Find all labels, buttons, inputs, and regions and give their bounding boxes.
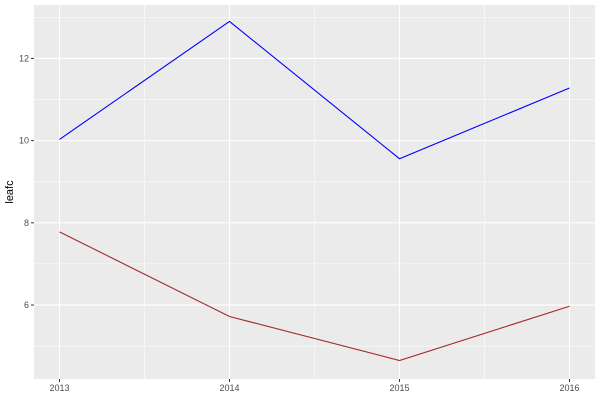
x-tick-label: 2013 bbox=[49, 383, 69, 393]
series-lines bbox=[59, 20, 570, 362]
grid-minor bbox=[34, 5, 595, 379]
y-tick-label: 6 bbox=[24, 300, 29, 310]
series-line-1 bbox=[59, 20, 570, 160]
y-axis: 6 8 10 12 bbox=[19, 53, 34, 310]
y-axis-label: leafc bbox=[4, 180, 16, 204]
x-tick-label: 2014 bbox=[219, 383, 239, 393]
series-line-2 bbox=[59, 231, 570, 362]
y-tick-label: 12 bbox=[19, 53, 29, 63]
y-tick-label: 10 bbox=[19, 136, 29, 146]
grid-major bbox=[34, 5, 595, 379]
x-tick-label: 2015 bbox=[389, 383, 409, 393]
x-axis: 2013 2014 2015 2016 bbox=[49, 379, 580, 393]
x-tick-label: 2016 bbox=[559, 383, 579, 393]
y-tick-label: 8 bbox=[24, 218, 29, 228]
